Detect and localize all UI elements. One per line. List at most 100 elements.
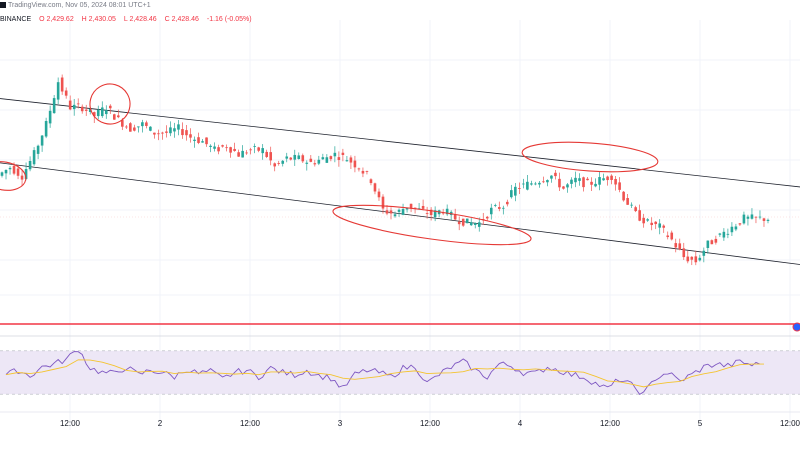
- x-tick-label-8: 12:00: [780, 419, 800, 428]
- candle-body-33-0: [397, 209, 401, 212]
- candle-body-32-2: [393, 214, 397, 217]
- candle-body-22-1: [269, 152, 273, 161]
- candle-body-9-1: [112, 114, 116, 120]
- exchange-label: BINANCE: [0, 16, 32, 23]
- candle-body-43-0: [518, 188, 521, 189]
- candle-body-35-1: [425, 213, 429, 214]
- candle-body-46-0: [554, 172, 557, 177]
- channel-upper-line: [0, 98, 800, 188]
- candle-body-14-1: [173, 128, 176, 132]
- candle-body-35-2: [429, 209, 433, 216]
- candle-body-4-2: [56, 82, 60, 100]
- candle-body-41-1: [497, 207, 501, 209]
- candle-body-13-1: [161, 132, 164, 134]
- candle-body-51-0: [614, 178, 617, 185]
- candle-body-14-0: [169, 127, 172, 134]
- candle-body-57-0: [686, 256, 690, 262]
- candles: [0, 74, 770, 266]
- candle-body-44-2: [538, 182, 541, 185]
- candle-body-39-1: [473, 223, 477, 225]
- candle-body-30-1: [365, 171, 369, 172]
- candle-body-16-2: [201, 141, 204, 143]
- candle-body-49-2: [598, 177, 601, 185]
- candle-body-37-2: [453, 214, 457, 220]
- candle-body-19-1: [233, 148, 236, 151]
- candle-body-7-0: [84, 109, 88, 111]
- candle-body-20-0: [241, 150, 244, 158]
- rsi-ma-line: [5, 359, 764, 388]
- price-marker-icon: [792, 322, 800, 332]
- candle-body-25-0: [301, 155, 305, 162]
- candle-body-46-2: [562, 186, 565, 189]
- candle-body-34-1: [413, 207, 417, 209]
- candle-body-28-1: [341, 152, 345, 155]
- candle-body-44-1: [534, 183, 537, 185]
- x-tick-label-0: 12:00: [60, 419, 81, 428]
- candle-body-58-2: [706, 240, 710, 248]
- candle-body-6-0: [72, 104, 76, 110]
- candle-body-2-0: [24, 169, 28, 179]
- candle-body-23-2: [285, 156, 289, 159]
- candle-body-47-0: [566, 184, 569, 188]
- tradingview-logo-icon: [0, 2, 6, 9]
- candle-body-42-1: [510, 190, 513, 198]
- candle-body-47-2: [574, 177, 577, 183]
- candle-body-47-1: [570, 179, 573, 184]
- candle-body-28-0: [337, 157, 341, 160]
- candle-body-62-1: [750, 214, 754, 219]
- candle-body-6-2: [80, 106, 84, 112]
- candle-body-37-0: [445, 208, 449, 215]
- candle-body-18-1: [221, 145, 224, 147]
- source-text: TradingView.com, Nov 05, 2024 08:01 UTC+…: [8, 2, 151, 9]
- candle-body-54-2: [658, 223, 662, 228]
- candle-body-49-0: [590, 181, 593, 185]
- candle-body-21-2: [261, 148, 264, 154]
- candle-body-14-2: [177, 124, 180, 130]
- candle-body-12-0: [145, 122, 148, 126]
- candle-body-17-1: [209, 145, 212, 147]
- candle-body-45-1: [546, 180, 549, 183]
- candle-body-55-1: [666, 235, 670, 238]
- candle-body-11-1: [137, 126, 140, 128]
- candle-body-48-1: [582, 177, 585, 188]
- highlight-ellipse-0: [0, 161, 27, 191]
- candle-body-53-1: [642, 217, 645, 224]
- candle-body-29-1: [353, 160, 357, 168]
- rsi-line: [5, 351, 761, 396]
- candle-body-30-2: [369, 179, 373, 184]
- candle-body-15-1: [185, 130, 188, 136]
- candle-body-2-1: [28, 160, 32, 170]
- candle-body-34-0: [409, 203, 413, 209]
- candle-body-56-2: [682, 248, 686, 258]
- candle-body-26-1: [317, 159, 321, 164]
- candle-body-51-1: [618, 182, 621, 190]
- change-value: -1.16 (-0.05%): [206, 16, 252, 23]
- descending-channel: [0, 98, 800, 265]
- candle-body-10-1: [125, 126, 128, 128]
- candle-body-51-2: [622, 191, 625, 201]
- candle-body-48-0: [578, 178, 581, 181]
- highlight-ellipse-1: [89, 83, 131, 125]
- x-tick-label-5: 4: [518, 419, 523, 428]
- x-tick-label-2: 12:00: [240, 419, 261, 428]
- candle-body-0-1: [4, 169, 8, 174]
- candle-body-0-0: [0, 172, 4, 176]
- candle-body-20-1: [245, 152, 248, 154]
- candle-body-59-1: [714, 238, 718, 243]
- candle-body-38-2: [465, 218, 469, 224]
- candle-body-24-0: [289, 157, 293, 160]
- x-tick-label-6: 12:00: [600, 419, 621, 428]
- candle-body-3-2: [44, 120, 48, 137]
- candle-body-10-0: [121, 120, 124, 127]
- candle-body-11-2: [141, 122, 144, 127]
- candle-body-7-2: [92, 112, 96, 117]
- candle-body-39-2: [477, 222, 481, 227]
- candle-body-24-1: [293, 154, 297, 160]
- candle-body-46-1: [558, 178, 561, 188]
- candle-body-38-0: [457, 221, 461, 225]
- candle-body-3-0: [36, 145, 40, 154]
- candle-body-27-0: [325, 157, 329, 163]
- candle-body-16-1: [197, 137, 200, 143]
- candle-body-50-0: [602, 178, 605, 181]
